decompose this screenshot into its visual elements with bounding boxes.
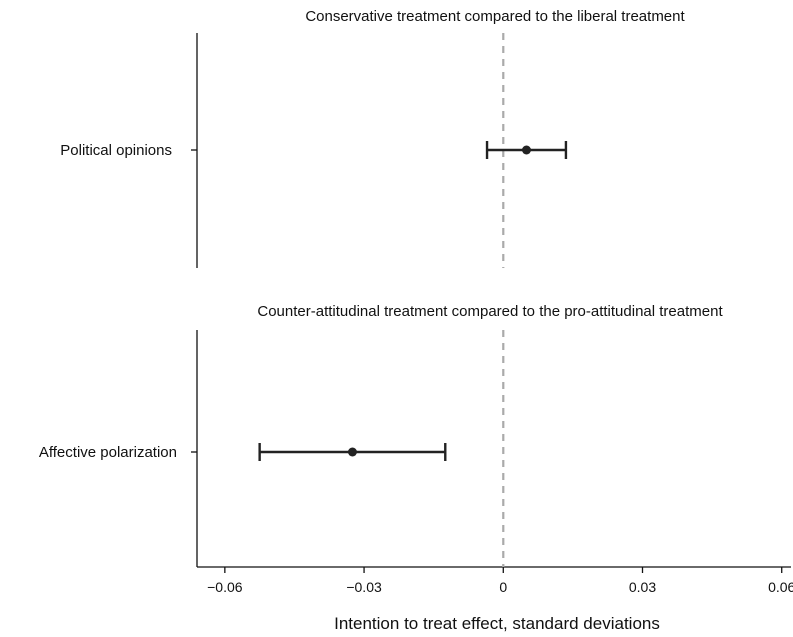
row-label-political-opinions: Political opinions	[60, 142, 172, 159]
x-tick-label: 0.03	[629, 579, 656, 595]
panel-2: Counter-attitudinal treatment compared t…	[39, 303, 793, 595]
x-tick-label: 0.06	[768, 579, 793, 595]
x-tick-label: −0.06	[207, 579, 243, 595]
point-estimate	[521, 145, 531, 155]
row-label-affective-polarization: Affective polarization	[39, 444, 177, 461]
panel-2-title: Counter-attitudinal treatment compared t…	[257, 303, 723, 320]
panel-1-title: Conservative treatment compared to the l…	[305, 8, 685, 25]
x-axis-ticks: −0.06 −0.03 0 0.03 0.06	[207, 567, 793, 595]
panel-1-marks	[485, 33, 568, 268]
x-tick-label: −0.03	[346, 579, 382, 595]
x-axis-title: Intention to treat effect, standard devi…	[334, 614, 660, 633]
point-estimate	[347, 447, 357, 457]
panel-1: Conservative treatment compared to the l…	[60, 8, 686, 268]
x-tick-label: 0	[499, 579, 507, 595]
panel-2-marks	[258, 330, 505, 567]
